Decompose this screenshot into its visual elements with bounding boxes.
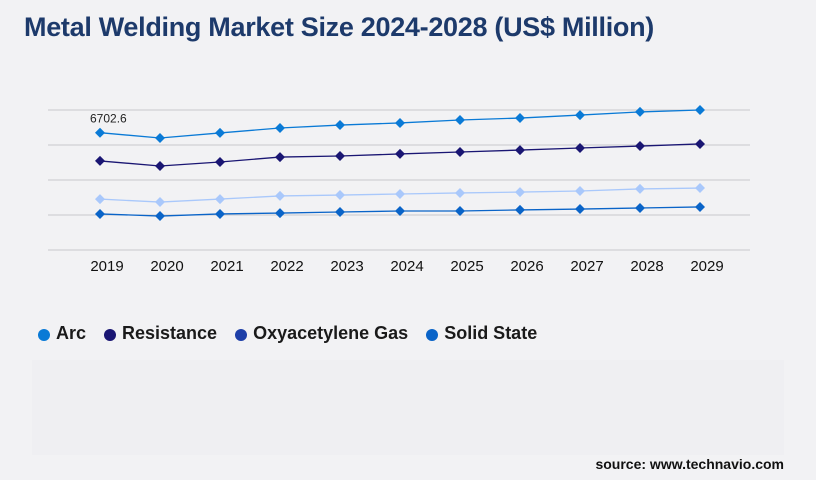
data-point: [215, 208, 225, 219]
data-point: [695, 183, 705, 194]
data-point: [695, 105, 705, 115]
legend-marker-icon: [38, 329, 50, 341]
data-point: [515, 204, 525, 215]
data-point: [215, 194, 225, 205]
background-panel: [32, 360, 784, 455]
data-point: [695, 201, 705, 212]
data-point: [335, 190, 345, 201]
data-point: [215, 127, 225, 138]
data-point: [515, 187, 525, 198]
legend-item: Solid State: [426, 323, 537, 344]
data-point: [155, 161, 165, 171]
legend-item: Arc: [38, 323, 86, 344]
legend-label: Oxyacetylene Gas: [253, 323, 409, 343]
line-chart: 2019 2020 2021 2022 2023 2024 2025 2026 2027 2028…: [48, 105, 750, 275]
data-point: [575, 186, 585, 197]
data-point: [155, 133, 165, 143]
legend-label: Resistance: [122, 323, 218, 343]
legend-marker-icon: [104, 329, 117, 341]
data-point: [395, 117, 405, 128]
data-point: [395, 189, 405, 199]
data-point: [95, 155, 105, 166]
data-point: [455, 114, 465, 125]
data-point: [515, 113, 525, 124]
legend-label: Arc: [56, 323, 87, 343]
x-tick-label: 2026: [510, 258, 543, 275]
x-tick-label: 2019: [90, 258, 123, 275]
data-point: [455, 187, 465, 198]
data-point: [275, 190, 285, 201]
data-point: [395, 205, 405, 216]
legend-marker-icon: [426, 329, 439, 341]
x-tick-label: 2024: [390, 258, 423, 275]
x-tick-label: 2029: [690, 258, 723, 275]
x-tick-label: 2020: [150, 258, 183, 275]
x-tick-label: 2025: [450, 258, 483, 275]
x-tick-label: 2028: [630, 258, 663, 275]
data-point: [335, 120, 345, 131]
x-tick-label: 2023: [330, 258, 363, 275]
data-point: [575, 204, 585, 215]
data-point: [335, 151, 345, 162]
data-label: 6702.6: [90, 112, 127, 126]
data-point: [575, 110, 585, 121]
data-point: [635, 106, 645, 117]
legend-item: Resistance: [104, 323, 217, 344]
data-point: [395, 148, 405, 159]
data-point: [275, 208, 285, 219]
legend: Arc Resistance Oxyacetylene Gas Solid State: [38, 323, 537, 344]
data-point: [155, 197, 165, 208]
data-point: [515, 145, 525, 156]
data-point: [635, 141, 645, 152]
data-point: [95, 208, 105, 219]
data-point: [95, 194, 105, 205]
data-point: [275, 123, 285, 134]
legend-label: Solid State: [444, 323, 538, 343]
data-point: [635, 183, 645, 194]
data-point: [155, 211, 165, 222]
data-point: [575, 142, 585, 153]
x-tick-label: 2022: [270, 258, 303, 275]
data-point: [275, 152, 285, 163]
data-point: [335, 207, 345, 218]
x-tick-label: 2021: [210, 258, 243, 275]
data-point: [695, 138, 705, 149]
data-point: [95, 127, 105, 138]
source-note: source: www.technavio.com: [595, 456, 784, 472]
data-point: [215, 156, 225, 167]
chart-title: Metal Welding Market Size 2024-2028 (US$…: [24, 12, 654, 42]
data-point: [455, 147, 465, 157]
data-point: [455, 205, 465, 216]
x-tick-label: 2027: [570, 258, 603, 275]
legend-item: Oxyacetylene Gas: [235, 323, 408, 344]
legend-marker-icon: [235, 329, 248, 341]
data-point: [635, 203, 645, 213]
